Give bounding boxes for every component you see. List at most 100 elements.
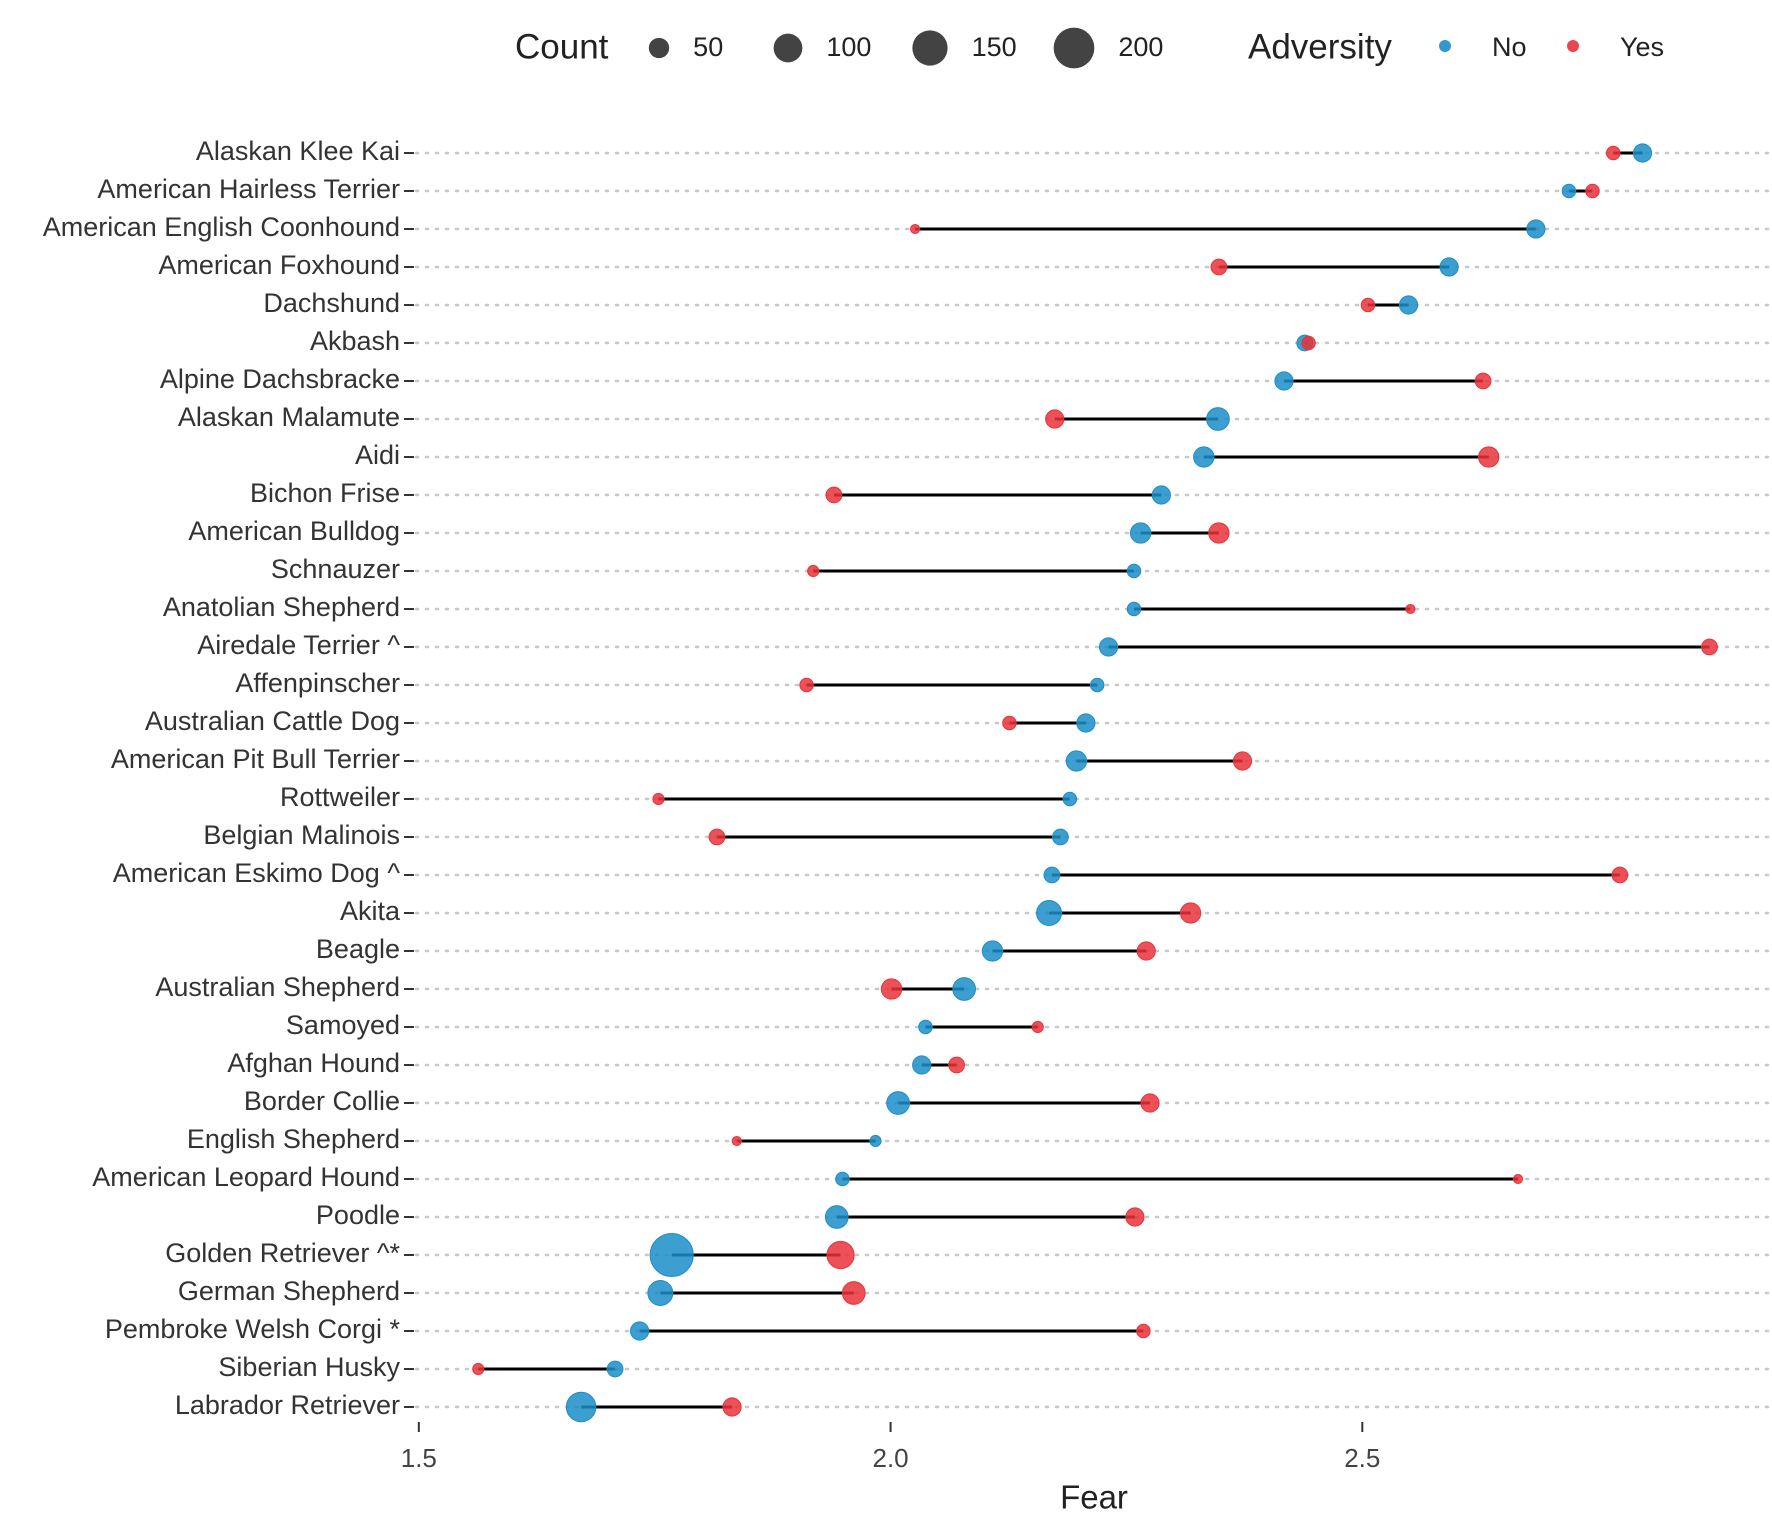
point xyxy=(1076,713,1096,733)
point xyxy=(1140,1093,1160,1113)
point xyxy=(722,1397,742,1417)
y-tick-label: English Shepherd xyxy=(187,1124,400,1154)
y-tick-label: American Foxhound xyxy=(158,250,400,280)
point xyxy=(1512,1173,1524,1185)
size-legend-key xyxy=(648,37,670,59)
legend-label: No xyxy=(1492,32,1527,62)
point xyxy=(1398,295,1419,315)
point xyxy=(1062,791,1078,807)
point xyxy=(841,1281,866,1305)
point xyxy=(1405,603,1416,615)
point xyxy=(1043,866,1061,884)
y-tick-label: Poodle xyxy=(316,1200,400,1230)
point xyxy=(1360,297,1376,313)
point xyxy=(1036,900,1063,926)
point xyxy=(1089,677,1105,693)
point xyxy=(948,1056,965,1074)
point xyxy=(1439,257,1459,277)
point xyxy=(1585,183,1600,199)
point xyxy=(565,1391,597,1423)
size-legend-key xyxy=(1053,27,1095,69)
point xyxy=(1151,485,1171,505)
point xyxy=(1478,446,1500,468)
size-legend-label: 150 xyxy=(972,32,1017,62)
point xyxy=(1126,563,1142,579)
point xyxy=(472,1362,485,1376)
y-tick-label: German Shepherd xyxy=(178,1276,400,1306)
point xyxy=(708,828,726,846)
point xyxy=(1136,941,1156,961)
y-tick-label: Belgian Malinois xyxy=(203,820,400,850)
point xyxy=(1274,371,1294,391)
point xyxy=(825,486,843,504)
y-tick-label: Akita xyxy=(340,896,401,926)
point xyxy=(1232,751,1253,771)
y-tick-label: Samoyed xyxy=(286,1010,400,1040)
x-tick-label: 2.5 xyxy=(1344,1443,1380,1473)
y-tick-label: Labrador Retriever xyxy=(175,1390,400,1420)
legend-label: Yes xyxy=(1620,32,1664,62)
point xyxy=(629,1321,650,1341)
y-tick-label: American English Coonhound xyxy=(43,212,400,242)
y-tick-label: Pembroke Welsh Corgi * xyxy=(105,1314,401,1344)
size-legend-label: 100 xyxy=(826,32,871,62)
point xyxy=(952,977,976,1001)
y-tick-label: Siberian Husky xyxy=(218,1352,400,1382)
x-tick-label: 2.0 xyxy=(872,1443,908,1473)
y-tick-label: American Pit Bull Terrier xyxy=(111,744,400,774)
size-legend-key xyxy=(773,33,803,63)
y-tick-label: American Leopard Hound xyxy=(92,1162,400,1192)
legend-key xyxy=(1567,40,1579,52)
point xyxy=(1632,143,1653,163)
y-tick-label: Anatolian Shepherd xyxy=(163,592,400,622)
y-tick-label: Dachshund xyxy=(263,288,400,318)
y-tick-label: Schnauzer xyxy=(271,554,400,584)
point xyxy=(731,1135,742,1147)
point xyxy=(1136,1323,1151,1339)
point xyxy=(835,1171,850,1187)
point xyxy=(1526,219,1546,239)
y-tick-label: Rottweiler xyxy=(280,782,400,812)
color-legend-title: Adversity xyxy=(1248,27,1392,66)
point xyxy=(807,564,820,578)
y-tick-label: American Bulldog xyxy=(188,516,400,546)
point xyxy=(1125,1207,1145,1227)
y-tick-label: Afghan Hound xyxy=(227,1048,400,1078)
point xyxy=(1031,1020,1044,1034)
y-tick-label: Beagle xyxy=(316,934,400,964)
y-tick-label: Alaskan Klee Kai xyxy=(196,136,400,166)
point xyxy=(1474,372,1492,390)
y-tick-label: American Hairless Terrier xyxy=(97,174,400,204)
point xyxy=(1210,258,1228,276)
point xyxy=(981,940,1004,962)
point xyxy=(649,1232,694,1278)
y-tick-label: Alaskan Malamute xyxy=(178,402,400,432)
y-tick-label: Border Collie xyxy=(244,1086,400,1116)
y-tick-label: American Eskimo Dog ^ xyxy=(113,858,401,888)
point xyxy=(880,978,903,1000)
legend-key xyxy=(1439,40,1451,52)
point xyxy=(1179,902,1202,924)
size-legend-title: Count xyxy=(515,27,609,66)
x-tick-label: 1.5 xyxy=(401,1443,437,1473)
size-legend-label: 50 xyxy=(693,32,723,62)
point xyxy=(1045,409,1065,429)
point xyxy=(652,792,665,806)
point xyxy=(1065,750,1088,772)
size-legend-label: 200 xyxy=(1118,32,1163,62)
y-tick-label: Affenpinscher xyxy=(235,668,400,698)
y-tick-label: Australian Cattle Dog xyxy=(145,706,400,736)
point xyxy=(1129,522,1152,544)
point xyxy=(824,1205,849,1229)
point xyxy=(1611,866,1629,884)
point xyxy=(1098,637,1119,657)
point xyxy=(606,1360,624,1378)
size-legend-key xyxy=(912,30,948,66)
y-tick-label: Airedale Terrier ^ xyxy=(197,630,400,660)
y-tick-label: Bichon Frise xyxy=(250,478,400,508)
point xyxy=(1052,828,1069,846)
y-tick-label: Akbash xyxy=(310,326,400,356)
point xyxy=(1193,446,1215,468)
y-tick-label: Australian Shepherd xyxy=(155,972,400,1002)
